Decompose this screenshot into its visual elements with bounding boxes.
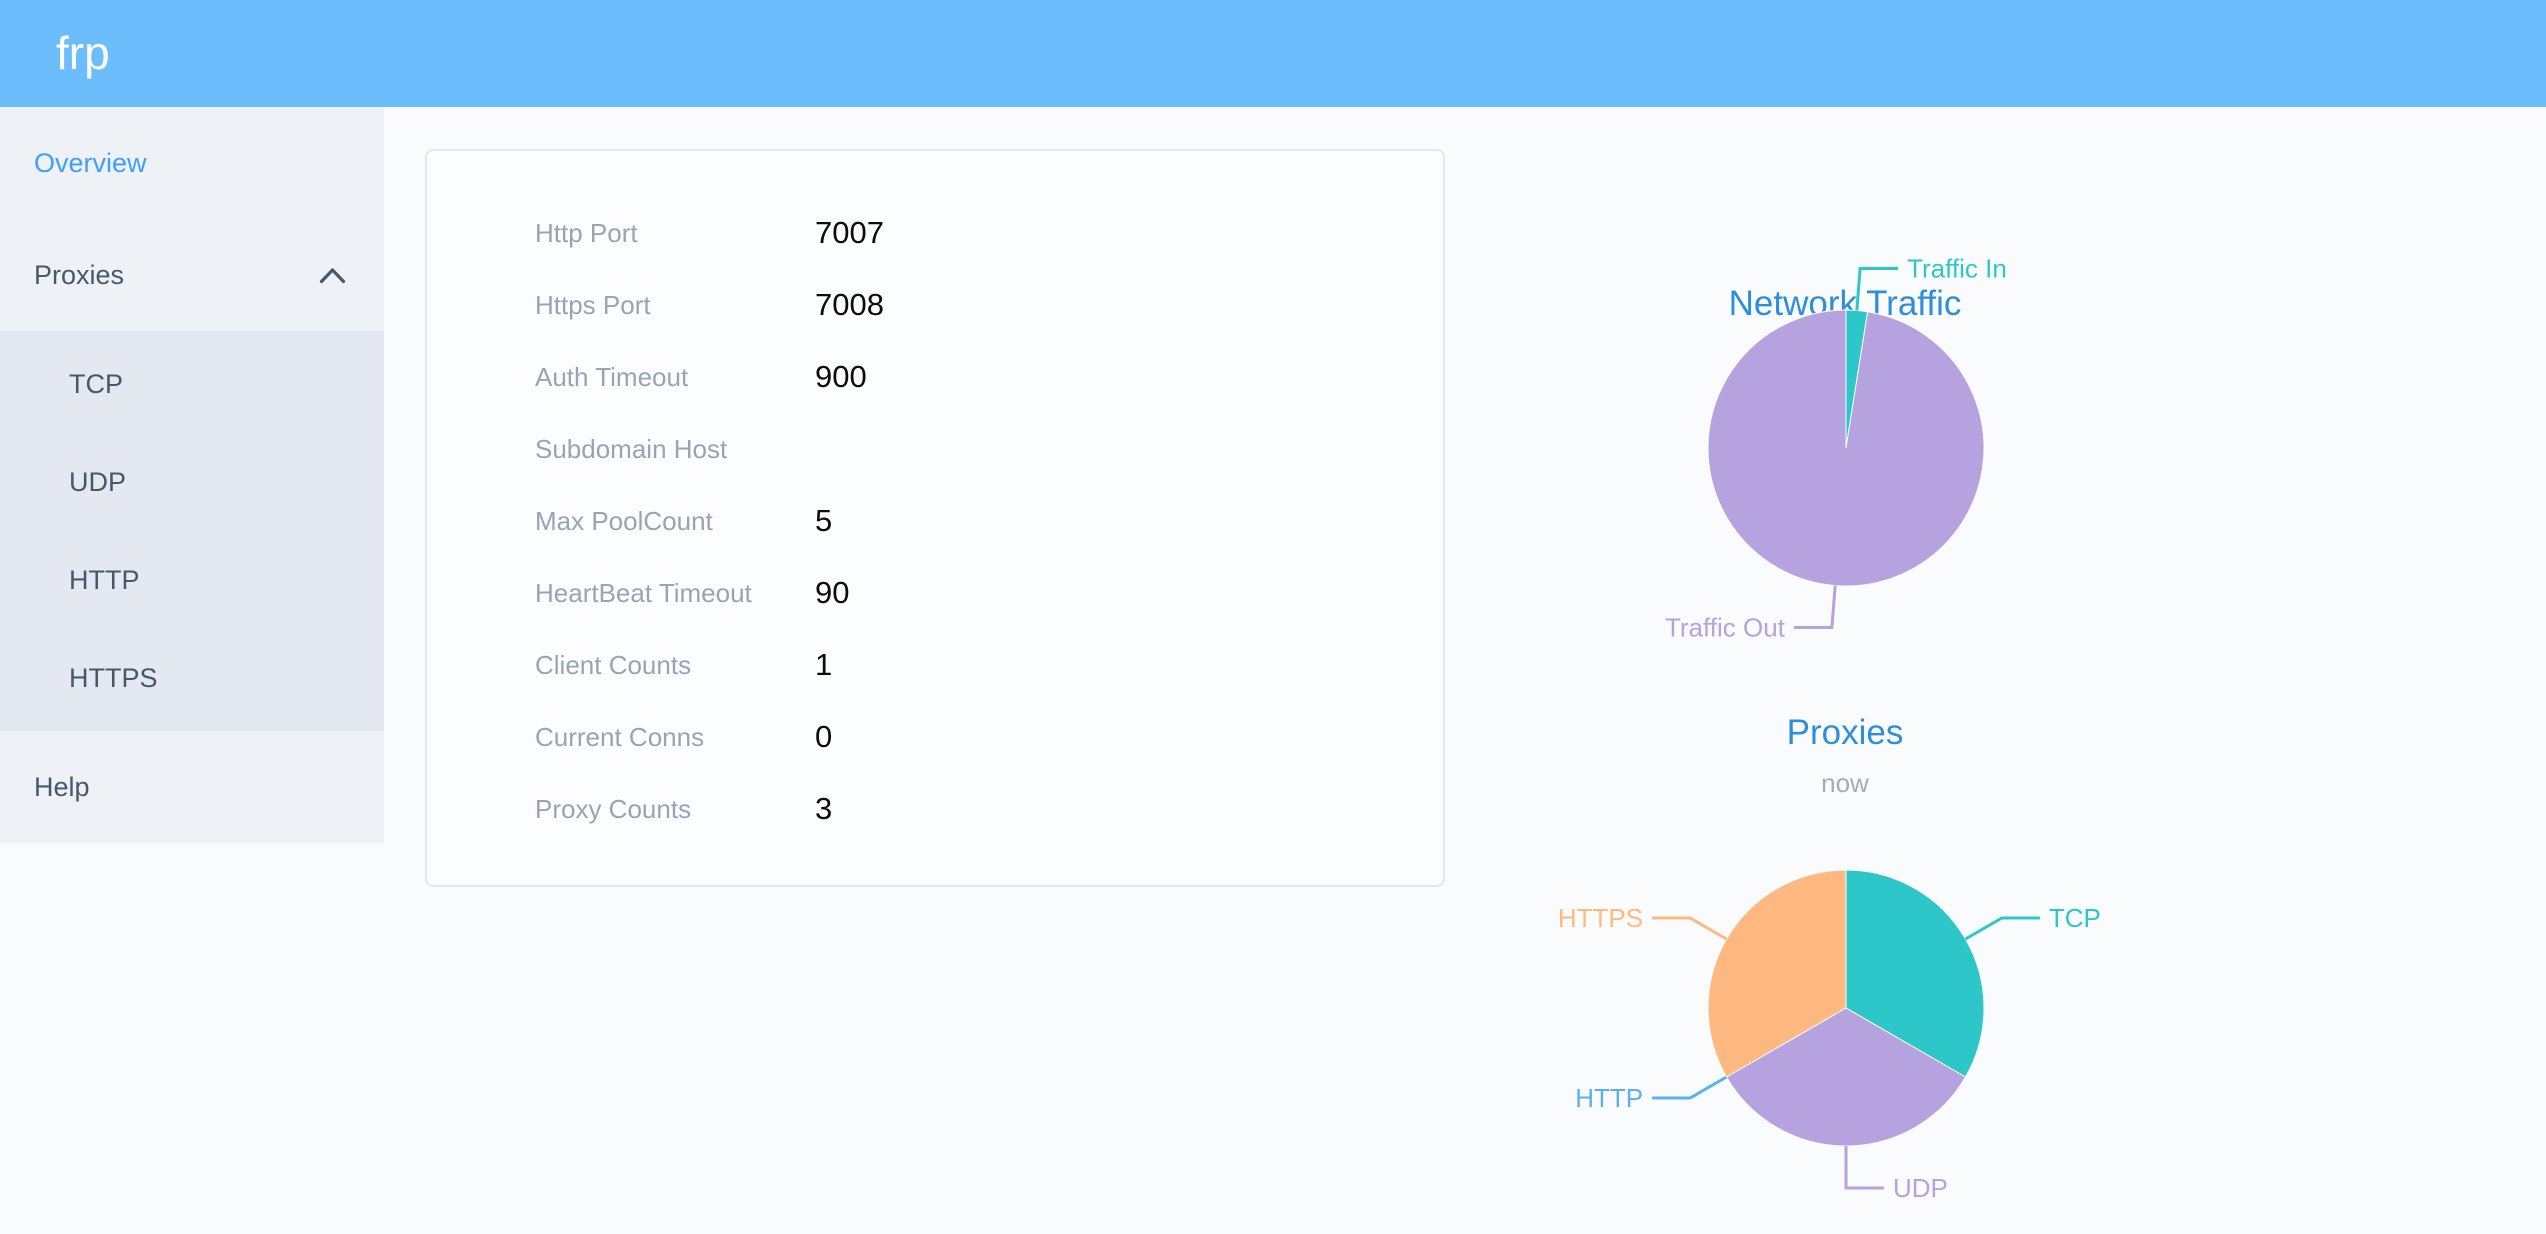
- sidebar-item-tcp[interactable]: TCP: [0, 335, 384, 433]
- pie-label-traffic-out: Traffic Out: [1665, 612, 1786, 642]
- sidebar-item-help-label: Help: [34, 772, 90, 802]
- config-value: 0: [815, 719, 833, 754]
- config-value: 3: [815, 791, 833, 826]
- config-label: Current Conns: [535, 721, 705, 752]
- config-label: Max PoolCount: [535, 505, 713, 536]
- sidebar-item-https[interactable]: HTTPS: [0, 629, 384, 727]
- pie-label-line-https: [1652, 916, 1728, 941]
- network-traffic-chart: Network Traffic today Traffic InTraffic …: [1495, 130, 2195, 650]
- config-label: Proxy Counts: [535, 793, 692, 824]
- sidebar: Overview Proxies TCP UDP HTTP HTTPS Help: [0, 107, 384, 843]
- config-value: 1: [815, 647, 833, 682]
- config-row-subdomain-host: Subdomain Host: [427, 413, 1443, 485]
- config-label: HeartBeat Timeout: [535, 577, 752, 608]
- pie-label-tcp: TCP: [2049, 903, 2101, 933]
- sidebar-item-http-label: HTTP: [69, 565, 140, 595]
- chevron-up-icon: [319, 268, 346, 284]
- network-traffic-pie: Traffic In Traffic Out: [1665, 254, 2007, 643]
- pie-label-line-http: [1652, 1075, 1728, 1100]
- config-label: Auth Timeout: [535, 361, 689, 392]
- config-value: 90: [815, 575, 850, 610]
- pie-slice-tcp[interactable]: [1845, 869, 1985, 1078]
- sidebar-item-proxies[interactable]: Proxies: [0, 219, 384, 331]
- pie-label-line-tcp: [1964, 916, 2040, 941]
- config-row-proxy-counts: Proxy Counts 3: [427, 773, 1443, 845]
- sidebar-item-http[interactable]: HTTP: [0, 531, 384, 629]
- config-value: 900: [815, 359, 867, 394]
- config-row-current-conns: Current Conns 0: [427, 701, 1443, 773]
- config-value: 7008: [815, 287, 884, 322]
- config-value: 5: [815, 503, 833, 538]
- chart-subtitle: now: [1821, 768, 1869, 798]
- config-row-client-counts: Client Counts 1: [427, 629, 1443, 701]
- config-label: Https Port: [535, 289, 651, 320]
- pie-label-line-traffic-in: [1855, 267, 1899, 311]
- pie-slice-traffic-out[interactable]: [1707, 309, 1985, 587]
- sidebar-item-overview-label: Overview: [34, 148, 147, 178]
- config-row-heartbeat-timeout: HeartBeat Timeout 90: [427, 557, 1443, 629]
- pie-label-udp: UDP: [1893, 1173, 1948, 1203]
- pie-label-traffic-in: Traffic In: [1907, 254, 2007, 284]
- pie-label-http: HTTP: [1575, 1083, 1643, 1113]
- proxies-chart: Proxies now TCP UDP HTTP HTTPS: [1495, 660, 2195, 1234]
- pie-slice-udp[interactable]: [1725, 1007, 1967, 1147]
- proxies-pie: TCP UDP HTTP HTTPS: [1558, 869, 2101, 1203]
- sidebar-item-overview[interactable]: Overview: [0, 107, 384, 219]
- config-value: 7007: [815, 215, 884, 250]
- app-logo: frp: [56, 27, 110, 79]
- config-row-auth-timeout: Auth Timeout 900: [427, 341, 1443, 413]
- config-label: Client Counts: [535, 649, 692, 680]
- sidebar-item-help[interactable]: Help: [0, 731, 384, 843]
- sidebar-item-https-label: HTTPS: [69, 663, 158, 693]
- sidebar-item-udp[interactable]: UDP: [0, 433, 384, 531]
- config-row-http-port: Http Port 7007: [427, 197, 1443, 269]
- pie-label-line-traffic-out: [1793, 585, 1837, 629]
- config-label: Subdomain Host: [535, 433, 728, 464]
- pie-label-https: HTTPS: [1558, 903, 1643, 933]
- sidebar-item-proxies-label: Proxies: [34, 260, 125, 290]
- config-row-max-poolcount: Max PoolCount 5: [427, 485, 1443, 557]
- config-label: Http Port: [535, 217, 638, 248]
- chart-title: Proxies: [1786, 713, 1904, 752]
- sidebar-item-udp-label: UDP: [69, 467, 127, 497]
- server-config-card: Http Port 7007 Https Port 7008 Auth Timeou…: [425, 149, 1445, 887]
- pie-slice-https[interactable]: [1707, 869, 1847, 1078]
- sidebar-item-tcp-label: TCP: [69, 369, 123, 399]
- proxies-submenu: TCP UDP HTTP HTTPS: [0, 331, 384, 731]
- config-row-https-port: Https Port 7008: [427, 269, 1443, 341]
- app-header: frp: [0, 0, 2546, 107]
- pie-label-line-udp: [1844, 1146, 1884, 1190]
